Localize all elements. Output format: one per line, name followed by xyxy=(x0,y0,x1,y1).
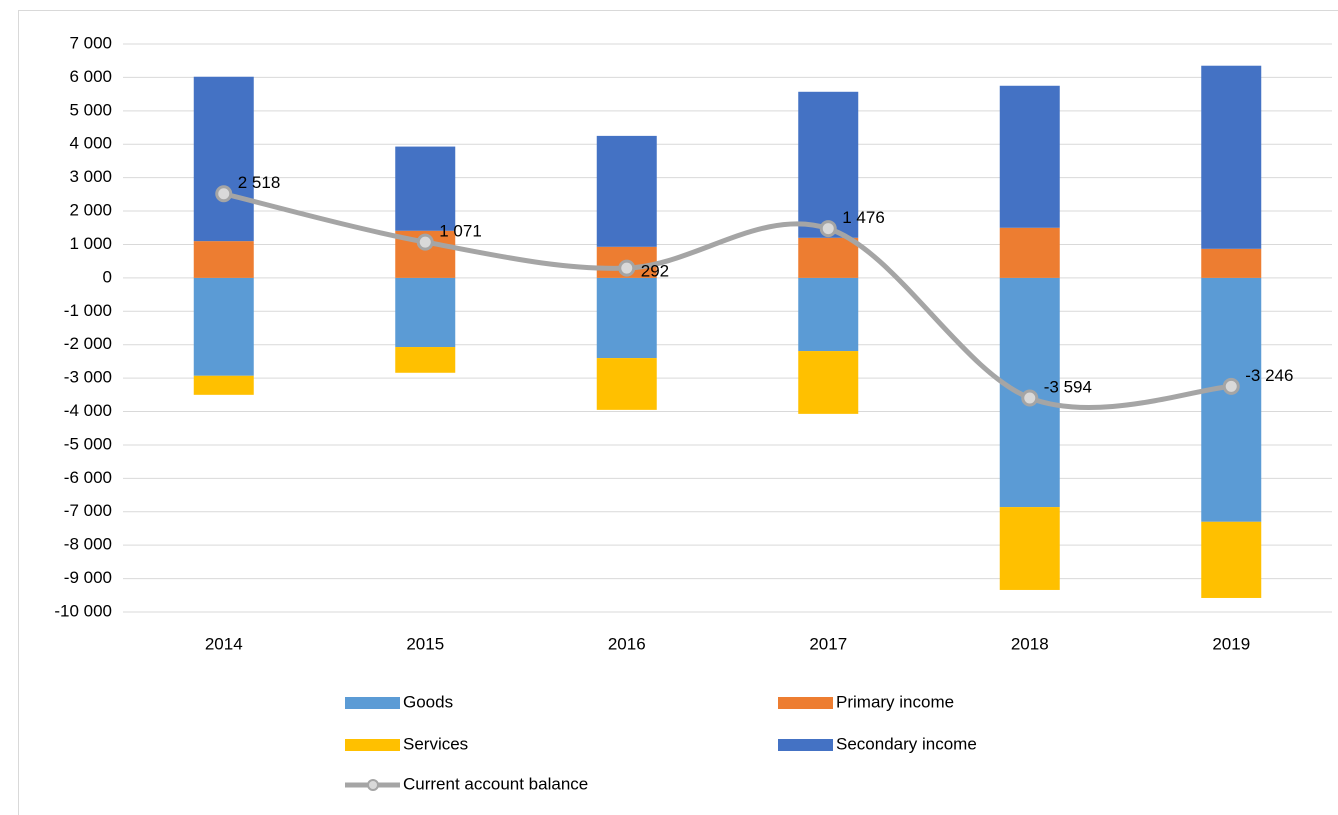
y-tick-label: -6 000 xyxy=(64,468,112,487)
x-tick-label: 2017 xyxy=(809,634,847,653)
bar xyxy=(798,91,859,238)
bar xyxy=(999,507,1060,590)
y-tick-label: 4 000 xyxy=(69,134,112,153)
y-tick-label: -4 000 xyxy=(64,401,112,420)
legend-swatch xyxy=(778,697,833,709)
y-tick-label: -10 000 xyxy=(54,601,112,620)
legend-label: Current account balance xyxy=(403,774,588,793)
bar xyxy=(193,375,254,395)
y-tick-label: -7 000 xyxy=(64,501,112,520)
data-label: -3 594 xyxy=(1044,377,1092,396)
y-tick-label: -2 000 xyxy=(64,334,112,353)
y-tick-label: -8 000 xyxy=(64,535,112,554)
x-tick-label: 2019 xyxy=(1212,634,1250,653)
legend-label: Goods xyxy=(403,692,453,711)
y-tick-label: 6 000 xyxy=(69,67,112,86)
y-tick-label: 1 000 xyxy=(69,234,112,253)
data-label: 1 071 xyxy=(439,222,482,241)
line-marker xyxy=(819,220,837,238)
y-tick-label: -9 000 xyxy=(64,568,112,587)
y-tick-label: -5 000 xyxy=(64,434,112,453)
line-marker xyxy=(618,259,636,277)
data-label: 2 518 xyxy=(238,173,281,192)
line-marker xyxy=(1021,389,1039,407)
bar xyxy=(1201,277,1262,522)
data-label: -3 246 xyxy=(1245,366,1293,385)
line-marker xyxy=(1222,377,1240,395)
data-label: 1 476 xyxy=(842,208,885,227)
legend-label: Secondary income xyxy=(836,734,977,753)
bar xyxy=(596,135,657,247)
line-marker xyxy=(215,185,233,203)
bar xyxy=(193,241,254,278)
bar xyxy=(1201,248,1262,278)
data-label: 292 xyxy=(641,262,669,281)
line-marker xyxy=(416,233,434,251)
bar xyxy=(596,277,657,359)
y-tick-label: -3 000 xyxy=(64,368,112,387)
y-tick-label: 7 000 xyxy=(69,33,112,52)
bar xyxy=(193,76,254,242)
bar xyxy=(395,347,456,373)
chart-border xyxy=(18,10,1338,815)
bar xyxy=(193,277,254,376)
bar xyxy=(1201,521,1262,598)
x-tick-label: 2018 xyxy=(1011,634,1049,653)
y-tick-label: -1 000 xyxy=(64,301,112,320)
legend-label: Services xyxy=(403,734,468,753)
line xyxy=(221,191,1234,411)
bar xyxy=(798,237,859,278)
bar xyxy=(596,358,657,410)
bar xyxy=(395,146,456,231)
bar xyxy=(999,227,1060,278)
y-tick-label: 3 000 xyxy=(69,167,112,186)
x-tick-label: 2014 xyxy=(205,634,243,653)
legend-label: Primary income xyxy=(836,692,954,711)
legend-swatch xyxy=(345,739,400,751)
y-tick-label: 2 000 xyxy=(69,201,112,220)
bar xyxy=(1201,65,1262,249)
bar xyxy=(999,85,1060,228)
legend-swatch xyxy=(345,697,400,709)
y-tick-label: 5 000 xyxy=(69,100,112,119)
y-tick-label: 0 xyxy=(103,267,112,286)
bar xyxy=(798,277,859,352)
x-tick-label: 2015 xyxy=(406,634,444,653)
legend-swatch xyxy=(778,739,833,751)
x-tick-label: 2016 xyxy=(608,634,646,653)
bar xyxy=(798,351,859,414)
bar xyxy=(395,277,456,348)
legend-marker xyxy=(367,779,379,791)
